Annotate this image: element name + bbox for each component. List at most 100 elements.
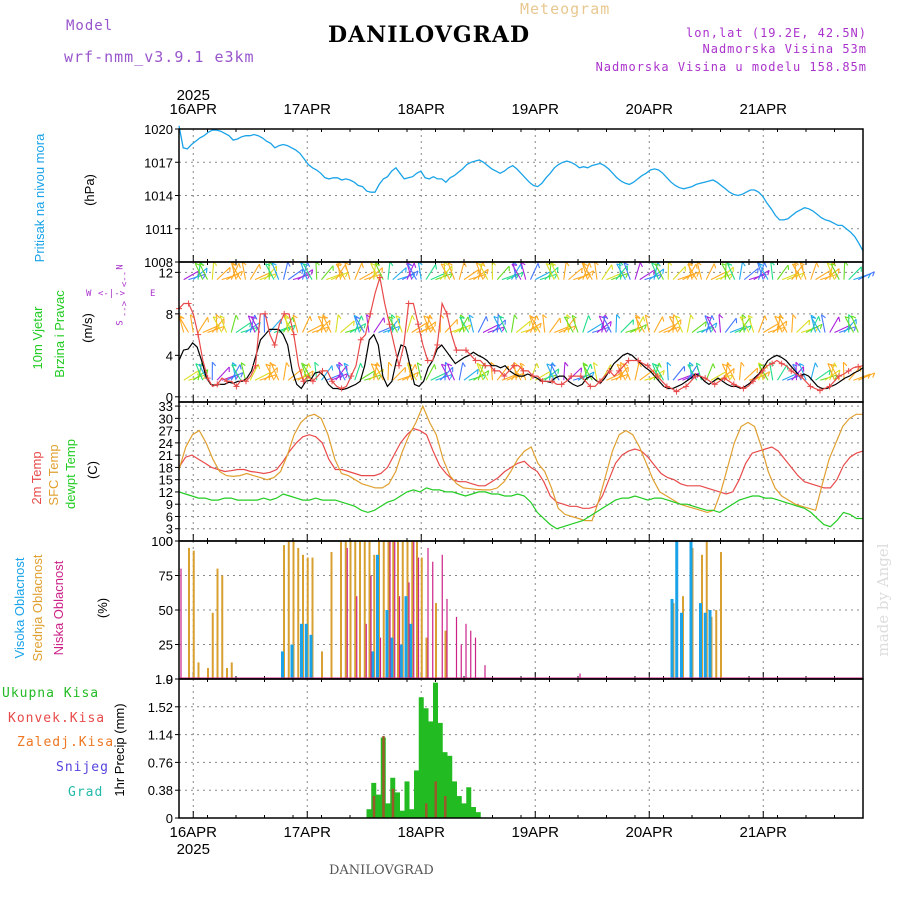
precip-total-bar: [433, 682, 438, 818]
wind-barb: [440, 263, 451, 280]
wind-barb-flag: [271, 363, 277, 367]
wind-barb: [216, 266, 231, 281]
wind-barb-flag: [799, 362, 805, 367]
wind-barb-flag: [638, 362, 642, 368]
wind-barb-flag: [479, 263, 485, 266]
wind-barb: [270, 363, 280, 381]
ytick-label: 4: [166, 348, 173, 363]
wind-barb-flag: [551, 262, 557, 266]
wind-barb-flag: [486, 370, 490, 376]
wind-barb: [515, 320, 531, 333]
wind-barb-flag: [353, 320, 355, 326]
wind-barb: [705, 263, 715, 280]
wind-barb-flag: [231, 263, 237, 267]
bottom-date-label: 16APR: [169, 824, 217, 841]
cloud-mid-bar: [382, 541, 385, 679]
wind-barb: [306, 323, 324, 334]
top-year-label: 2025: [177, 87, 210, 104]
wind-barb: [343, 363, 351, 381]
wind-barb: [715, 273, 733, 281]
temp-sfc-line: [178, 404, 863, 522]
wind-barb: [658, 324, 676, 334]
wind-barb-flag: [486, 269, 489, 275]
wind-barb: [354, 315, 362, 333]
wind-barb: [747, 315, 755, 333]
precip-total-bar: [423, 708, 429, 818]
wind-barb-flag: [476, 369, 479, 375]
cloud-mid-bar: [311, 557, 314, 679]
cloud-mid-bar: [416, 541, 418, 679]
wind-barb-flag: [257, 363, 261, 370]
wind-barb: [335, 263, 346, 280]
wind-barb: [463, 269, 480, 281]
wind-barb-flag: [416, 372, 419, 378]
wind-barb-flag: [391, 314, 396, 319]
cloud-low-bar: [180, 568, 182, 679]
wind-barb-flag: [433, 364, 437, 370]
wind-barb: [487, 326, 505, 334]
wind-barb: [370, 363, 380, 381]
wind-barb: [493, 316, 503, 333]
wind-barb-flag: [539, 323, 542, 329]
cloud-mid-bar: [216, 568, 219, 679]
wind-barb-flag: [361, 262, 364, 268]
cloud-mid-bar: [221, 575, 224, 679]
wind-barb-flag: [758, 364, 764, 367]
cloud-low-bar: [465, 623, 467, 679]
wind-barb-flag: [250, 316, 257, 319]
wind-barb: [602, 316, 612, 333]
wind-barb: [639, 369, 655, 381]
wind-barb-flag: [661, 316, 665, 322]
wind-barb: [598, 315, 608, 333]
cloud-mid-bar: [230, 662, 233, 679]
wind-barb: [663, 326, 681, 334]
wind-barb: [726, 262, 736, 280]
wind-barb-flag: [284, 314, 290, 319]
legend-graupel: Grad: [68, 785, 104, 800]
wind-barb: [354, 316, 365, 333]
wind-barb: [726, 363, 736, 381]
precip-conv-bar: [434, 781, 437, 818]
wind-barb: [321, 265, 334, 280]
wind-barb-flag: [374, 363, 380, 367]
wind-barb: [829, 316, 840, 333]
cloud-low-bar: [455, 616, 458, 679]
wind-barb: [340, 320, 355, 333]
ytick-label: 100: [151, 534, 173, 549]
cloud-low-bar: [394, 541, 396, 679]
wind-barb: [545, 263, 555, 280]
precip-total-bar: [452, 781, 457, 818]
wind-barb: [416, 362, 422, 381]
cloud-mid-bar: [192, 550, 195, 679]
wind-barb-flag: [713, 263, 717, 269]
wind-barb-flag: [235, 314, 239, 320]
wind-barb: [482, 323, 500, 334]
cloud-high-bar: [399, 644, 403, 679]
wind-barb: [440, 364, 451, 381]
ytick-label: 1020: [144, 122, 173, 137]
wind-barb: [563, 316, 574, 333]
cloud-mid-bar: [392, 541, 395, 679]
wind-barb: [653, 316, 663, 333]
wind-barb-flag: [336, 364, 342, 367]
cloud-mid-bar: [287, 541, 290, 679]
wind-barb-flag: [666, 361, 672, 367]
wind-barb: [616, 364, 626, 381]
wind-barb: [330, 373, 348, 381]
wind-barb: [230, 315, 237, 333]
ytick-label: 12: [159, 265, 173, 280]
compass-w: W: [86, 289, 92, 299]
lonlat-info: lon,lat (19.2E, 42.5N): [686, 26, 867, 40]
wind-barb-flag: [343, 362, 349, 367]
legend-conv-rain: Konvek.Kisa: [8, 711, 106, 726]
precip-conv-bar: [382, 736, 385, 818]
wind-barb: [558, 325, 576, 334]
wind-barb: [705, 363, 714, 381]
wind-barb-flag: [344, 261, 350, 266]
wind-barb: [259, 273, 277, 281]
wind-barb: [796, 319, 810, 333]
wind-barb: [212, 316, 223, 333]
wind-barb: [198, 263, 208, 280]
top-date-label: 16APR: [169, 101, 217, 118]
ytick-label: 25: [159, 638, 173, 653]
